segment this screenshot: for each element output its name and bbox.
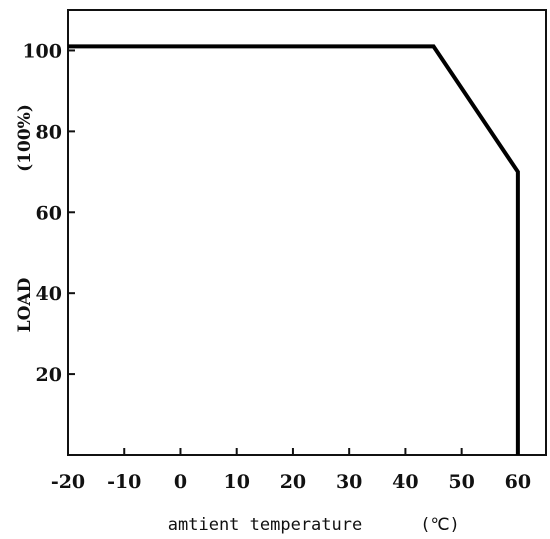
y-axis-unit: (100%) bbox=[15, 104, 35, 172]
series bbox=[68, 44, 520, 455]
x-tick-label: 60 bbox=[505, 471, 531, 493]
x-tick-label: 10 bbox=[223, 471, 249, 493]
x-tick-label: 40 bbox=[392, 471, 418, 493]
y-axis-ticks: 20 40 60 80 100 bbox=[22, 40, 75, 386]
plot-border bbox=[67, 9, 547, 456]
x-tick-label: -20 bbox=[51, 471, 85, 493]
y-tick-label: 20 bbox=[36, 364, 62, 386]
y-tick-label: 100 bbox=[22, 40, 62, 62]
x-tick-label: 30 bbox=[336, 471, 362, 493]
x-tick-label: 0 bbox=[174, 471, 187, 493]
x-axis-label: amtient temperature bbox=[168, 515, 362, 535]
y-axis-label: LOAD bbox=[15, 277, 35, 332]
derating-curve bbox=[68, 44, 520, 455]
y-tick-label: 60 bbox=[36, 202, 62, 224]
x-tick-label: 50 bbox=[448, 471, 474, 493]
x-axis-unit: (℃) bbox=[420, 515, 460, 535]
y-tick-label: 40 bbox=[36, 283, 62, 305]
x-axis-ticks: -20 -10 0 10 20 30 40 50 60 bbox=[51, 448, 531, 493]
x-tick-label: -10 bbox=[107, 471, 141, 493]
plot-frame bbox=[67, 9, 547, 456]
y-tick-label: 80 bbox=[36, 121, 62, 143]
x-tick-label: 20 bbox=[280, 471, 306, 493]
